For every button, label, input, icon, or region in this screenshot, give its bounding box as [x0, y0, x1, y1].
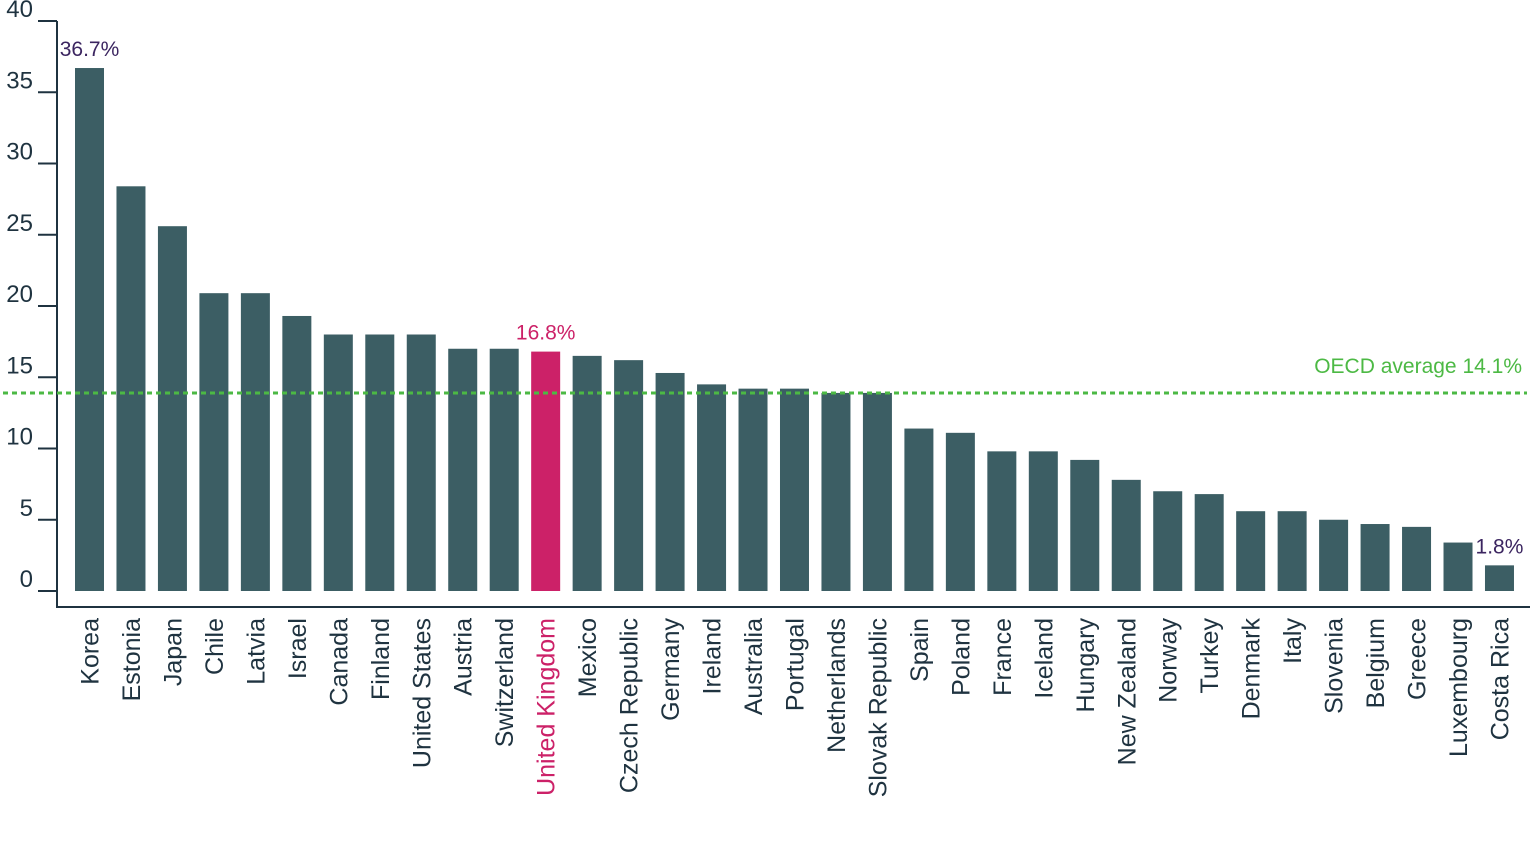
- bar-ireland: [697, 384, 727, 591]
- bar-australia: [738, 388, 768, 591]
- data-labels: 36.7% 16.8% 1.8%: [60, 38, 1524, 558]
- bar-denmark: [1236, 511, 1266, 591]
- bar-finland: [365, 334, 395, 591]
- bar-chile: [199, 293, 229, 591]
- y-tick-label: 25: [6, 210, 33, 237]
- bar-poland: [945, 432, 975, 591]
- bar-germany: [655, 372, 685, 591]
- y-tick-label: 0: [20, 566, 33, 593]
- bar-slovenia: [1319, 519, 1349, 591]
- bar-italy: [1277, 511, 1307, 591]
- x-tick-label: United States: [408, 618, 436, 768]
- bar-luxembourg: [1443, 542, 1473, 591]
- x-tick-label: Luxembourg: [1445, 618, 1473, 757]
- x-tick-label: Canada: [325, 618, 353, 706]
- x-tick-label: Japan: [159, 618, 187, 686]
- y-tick-label: 20: [6, 281, 33, 308]
- y-tick-label: 10: [6, 424, 33, 451]
- oecd-average-label: OECD average 14.1%: [1314, 355, 1522, 378]
- bar-canada: [323, 334, 353, 591]
- x-tick-label: Slovak Republic: [864, 618, 892, 797]
- bar-portugal: [779, 388, 809, 591]
- x-tick-label: France: [989, 618, 1017, 696]
- x-tick-label: Norway: [1155, 618, 1183, 703]
- bar-czech-republic: [614, 360, 644, 591]
- x-tick-label: Belgium: [1362, 618, 1390, 708]
- bar-united-states: [406, 334, 436, 591]
- x-tick-label: Korea: [77, 618, 105, 685]
- y-tick-label: 40: [6, 0, 33, 23]
- bar-estonia: [116, 186, 146, 592]
- x-tick-label: Estonia: [118, 618, 146, 701]
- data-label: 16.8%: [516, 322, 576, 345]
- x-axis-labels: Korea Estonia Japan Chile Latvia Israel Canada…: [77, 618, 1515, 798]
- x-tick-label: Denmark: [1238, 618, 1266, 720]
- x-tick-label: Turkey: [1196, 618, 1224, 694]
- bar-new-zealand: [1111, 479, 1141, 591]
- x-tick-label: Switzerland: [491, 618, 519, 747]
- x-tick-label: Slovenia: [1321, 618, 1349, 714]
- bars: [75, 68, 1514, 592]
- x-tick-label: Israel: [284, 618, 312, 679]
- bar-france: [987, 451, 1017, 591]
- x-tick-label: Hungary: [1072, 618, 1100, 713]
- y-tick-label: 5: [20, 495, 33, 522]
- x-tick-label: Netherlands: [823, 618, 851, 753]
- x-tick-label: New Zealand: [1113, 618, 1141, 765]
- x-tick-label: Costa Rica: [1486, 618, 1514, 740]
- x-tick-label: Greece: [1404, 618, 1432, 700]
- x-tick-label: Spain: [906, 618, 934, 682]
- bar-slovak-republic: [862, 392, 892, 591]
- x-tick-label: United Kingdom: [533, 618, 561, 796]
- x-tick-label: Australia: [740, 618, 768, 715]
- bar-japan: [157, 226, 187, 591]
- y-tick-label: 35: [6, 67, 33, 94]
- bar-switzerland: [489, 348, 519, 591]
- bar-mexico: [572, 355, 602, 591]
- bar-spain: [904, 428, 934, 591]
- x-tick-label: Germany: [657, 618, 685, 721]
- x-tick-label: Poland: [947, 618, 975, 696]
- y-axis: 0 5 10 15 20 25 30 35 40: [6, 0, 1530, 608]
- bar-norway: [1153, 491, 1183, 591]
- x-tick-label: Chile: [201, 618, 229, 675]
- x-tick-label: Iceland: [1030, 618, 1058, 699]
- x-tick-label: Czech Republic: [616, 618, 644, 793]
- bar-austria: [448, 348, 478, 591]
- bar-latvia: [240, 293, 270, 591]
- bar-belgium: [1360, 524, 1390, 591]
- bar-korea: [75, 68, 104, 591]
- x-tick-label: Portugal: [781, 618, 809, 711]
- bar-united-kingdom: [531, 351, 561, 591]
- x-tick-label: Finland: [367, 618, 395, 700]
- bar-israel: [282, 315, 312, 591]
- x-tick-label: Italy: [1279, 618, 1307, 664]
- bar-netherlands: [821, 392, 851, 591]
- x-tick-label: Austria: [450, 618, 478, 696]
- oecd-average: OECD average 14.1%: [3, 355, 1527, 395]
- bar-hungary: [1070, 459, 1100, 591]
- y-tick-label: 15: [6, 352, 33, 379]
- x-tick-label: Latvia: [242, 618, 270, 685]
- x-tick-label: Ireland: [699, 618, 727, 694]
- bar-turkey: [1194, 494, 1224, 591]
- bar-iceland: [1028, 451, 1058, 591]
- x-tick-label: Mexico: [574, 618, 602, 697]
- bar-costa-rica: [1484, 565, 1514, 591]
- bar-greece: [1402, 526, 1432, 591]
- data-label: 1.8%: [1476, 535, 1524, 558]
- y-tick-label: 30: [6, 139, 33, 166]
- data-label: 36.7%: [60, 38, 120, 61]
